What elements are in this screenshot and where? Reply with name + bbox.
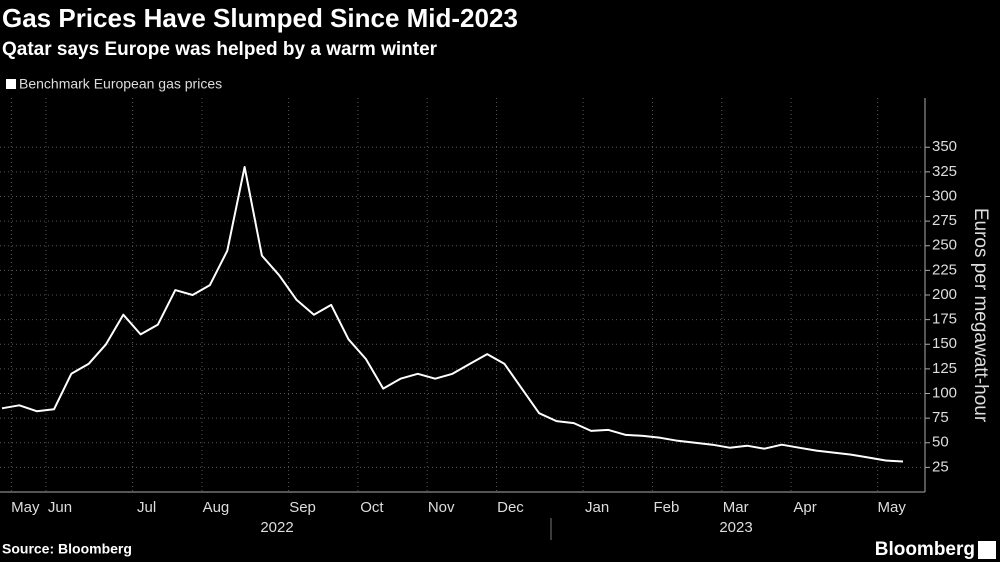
brand-logo bbox=[978, 541, 996, 559]
chart-title: Gas Prices Have Slumped Since Mid-2023 bbox=[2, 3, 518, 33]
year-label: 2022 bbox=[260, 519, 293, 536]
x-tick-label: Jan bbox=[585, 499, 609, 516]
legend-swatch bbox=[6, 79, 16, 89]
x-tick-label: Aug bbox=[203, 499, 230, 516]
year-label: 2023 bbox=[719, 519, 752, 536]
y-tick-label: 275 bbox=[932, 212, 957, 229]
y-tick-label: 200 bbox=[932, 286, 957, 303]
x-tick-label: Sep bbox=[289, 499, 316, 516]
x-tick-label: Oct bbox=[360, 499, 384, 516]
y-tick-label: 250 bbox=[932, 237, 957, 254]
x-tick-label: May bbox=[878, 499, 907, 516]
x-tick-label: Dec bbox=[497, 499, 524, 516]
y-tick-label: 50 bbox=[932, 434, 949, 451]
x-tick-label: May bbox=[11, 499, 40, 516]
x-tick-label: Feb bbox=[653, 499, 679, 516]
brand: Bloomberg bbox=[875, 539, 975, 560]
x-tick-label: Mar bbox=[723, 499, 749, 516]
y-tick-label: 325 bbox=[932, 163, 957, 180]
y-tick-label: 75 bbox=[932, 409, 949, 426]
y-tick-label: 300 bbox=[932, 187, 957, 204]
x-tick-label: Nov bbox=[428, 499, 455, 516]
price-line bbox=[1, 166, 904, 463]
y-tick-label: 25 bbox=[932, 458, 949, 475]
x-tick-label: Jul bbox=[137, 499, 156, 516]
y-tick-label: 125 bbox=[932, 360, 957, 377]
y-tick-label: 100 bbox=[932, 384, 957, 401]
y-tick-label: 350 bbox=[932, 138, 957, 155]
x-tick-label: Jun bbox=[48, 499, 72, 516]
x-tick-label: Apr bbox=[793, 499, 816, 516]
legend-label: Benchmark European gas prices bbox=[19, 76, 222, 92]
y-tick-label: 150 bbox=[932, 335, 957, 352]
y-tick-label: 175 bbox=[932, 311, 957, 328]
y-tick-label: 225 bbox=[932, 261, 957, 278]
chart-subtitle: Qatar says Europe was helped by a warm w… bbox=[2, 39, 438, 60]
source: Source: Bloomberg bbox=[2, 541, 132, 557]
y-axis-label: Euros per megawatt-hour bbox=[970, 208, 991, 423]
